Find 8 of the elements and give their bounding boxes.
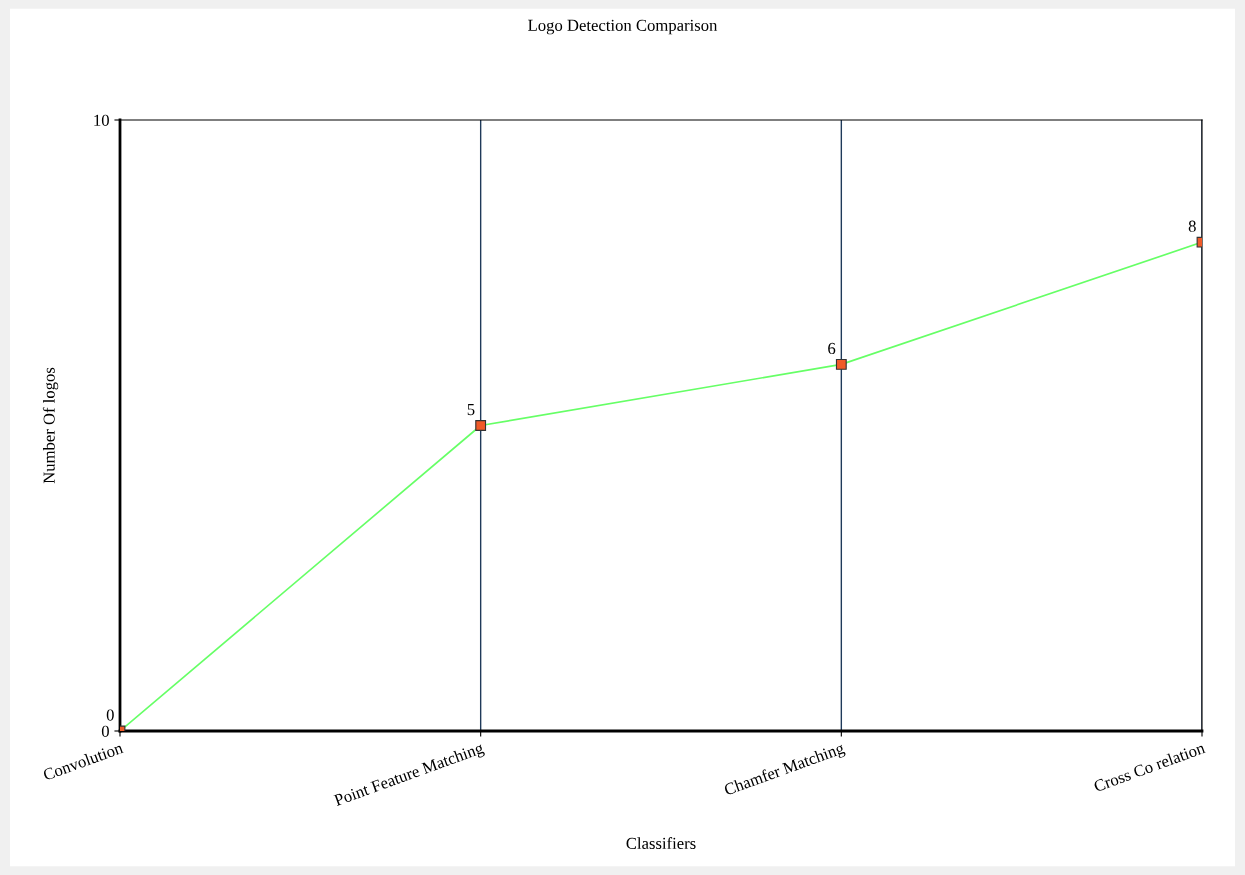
x-tick-label: Cross Co relation xyxy=(1093,741,1206,793)
data-label: 6 xyxy=(828,342,836,355)
y-tick-label: 10 xyxy=(94,114,109,126)
data-label: 8 xyxy=(1188,220,1196,232)
y-axis-title: Number Of logos xyxy=(42,367,59,484)
data-label: 5 xyxy=(467,404,475,416)
x-axis-title: Classifiers xyxy=(626,837,696,849)
chart-title: Logo Detection Comparison xyxy=(528,19,718,35)
